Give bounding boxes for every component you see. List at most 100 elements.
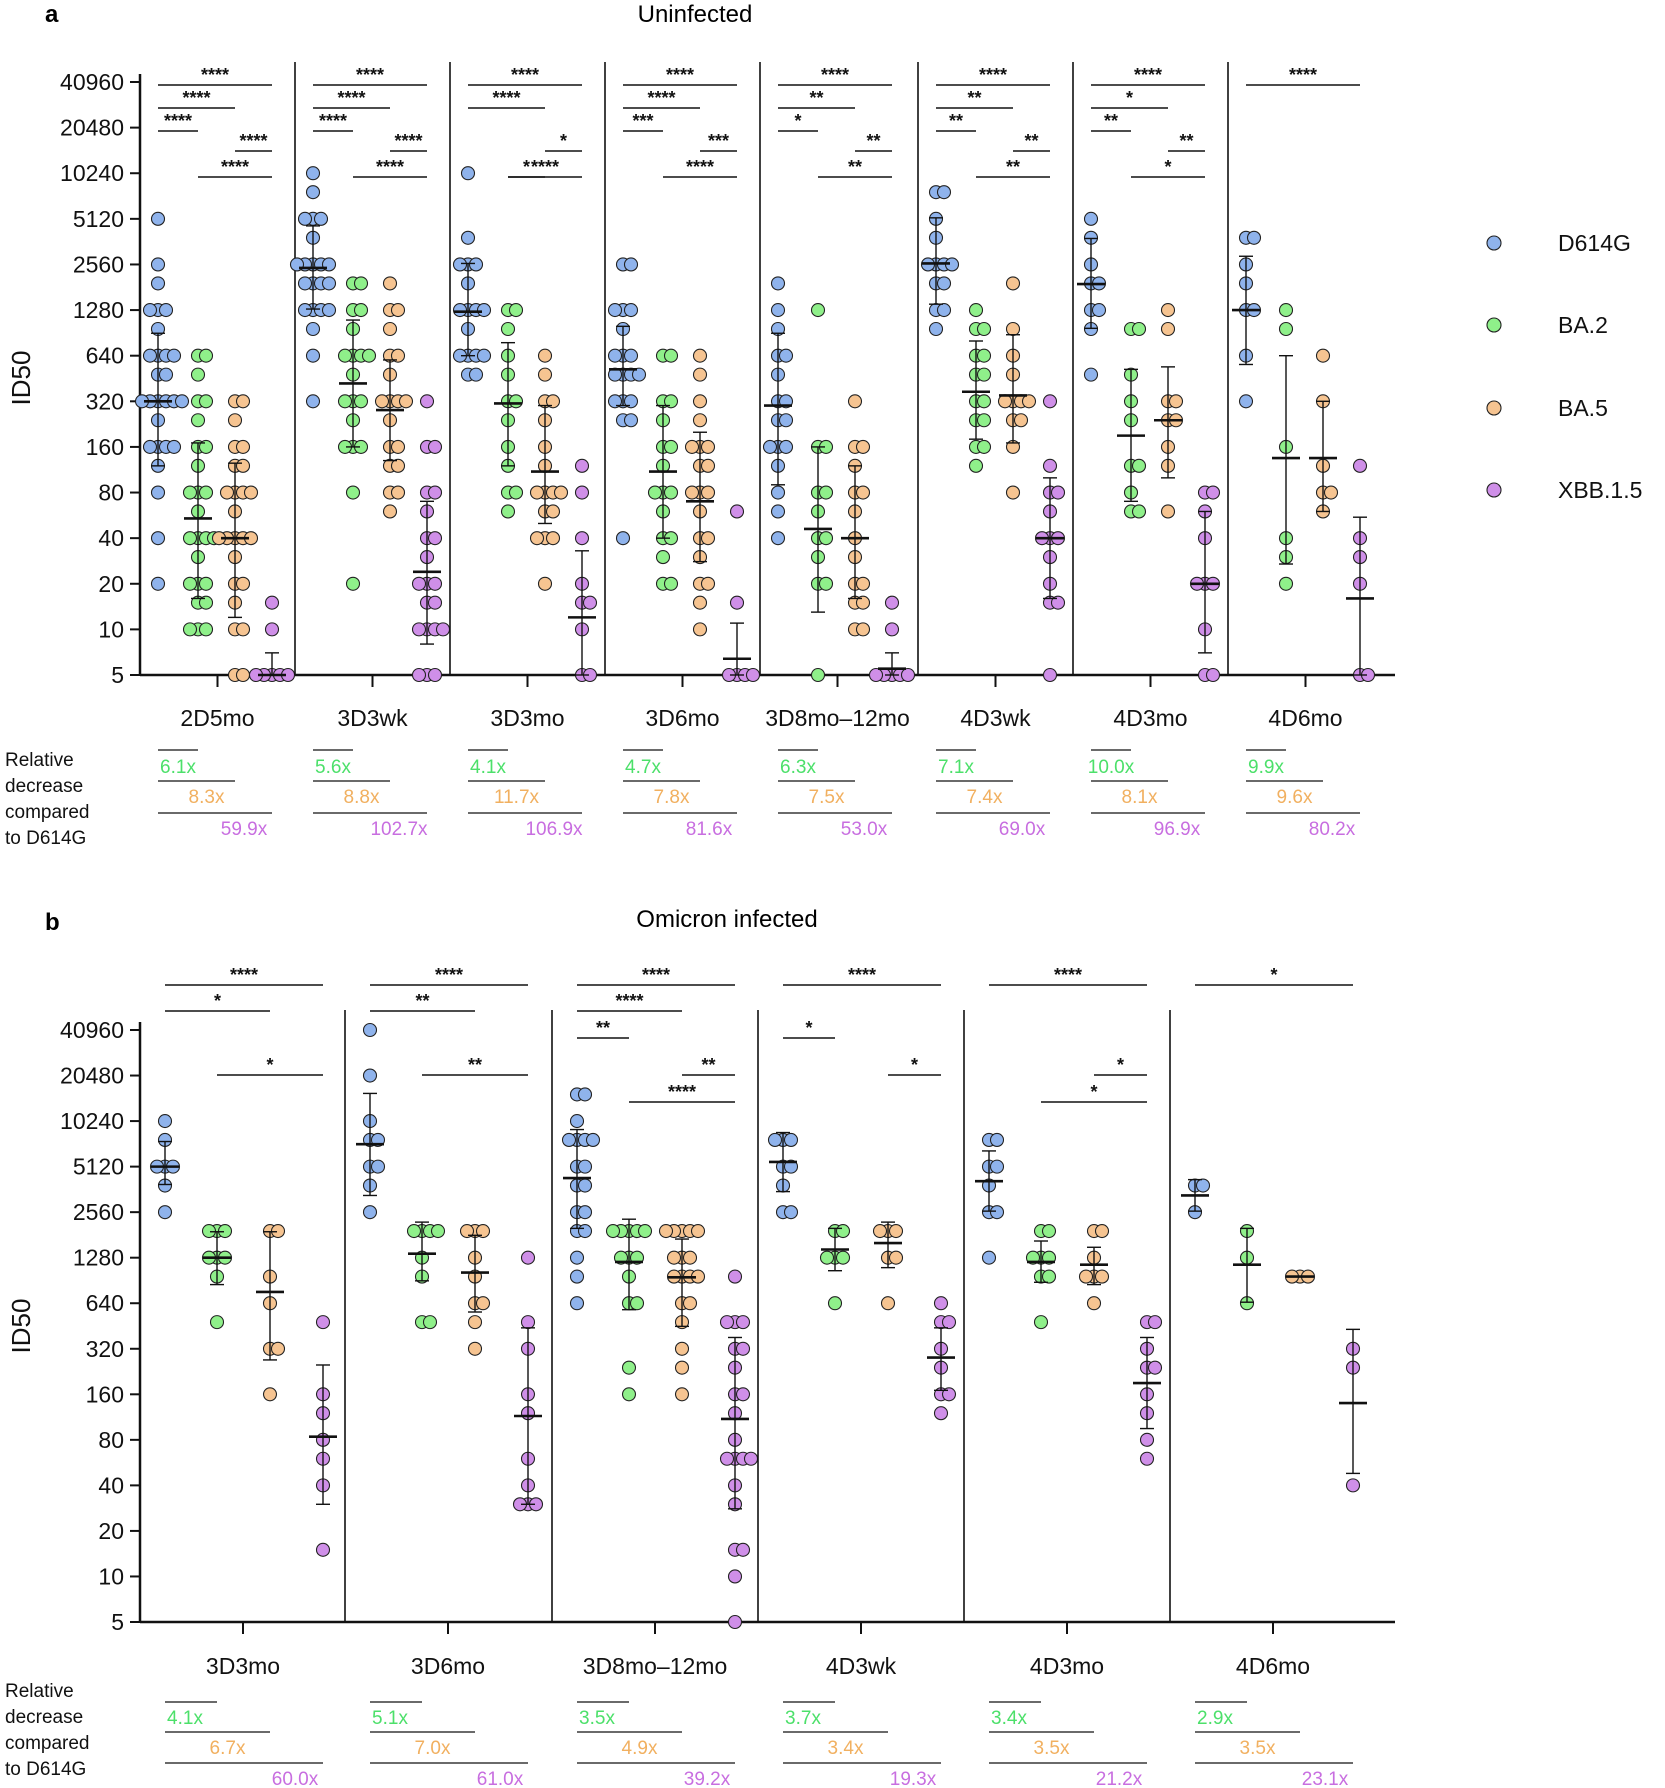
a-fold-change-label: 4.1x (470, 757, 506, 778)
a-point-BA.2 (198, 394, 214, 409)
a-point-BA.2 (1131, 504, 1147, 519)
a-point-BA.5 (1160, 504, 1176, 519)
panel-b-title: Omicron infected (636, 906, 817, 933)
a-y-tick-label: 1280 (73, 297, 124, 323)
a-fold-change-label: 81.6x (686, 819, 733, 840)
a-point-D614G (607, 348, 623, 363)
a-point-XBB.1.5 (745, 667, 761, 683)
a-point-D614G (607, 394, 623, 409)
a-point-D614G (150, 485, 166, 500)
a-relative-decrease-label: compared (5, 802, 90, 823)
b-group-label: 4D3mo (1030, 1653, 1104, 1679)
b-fold-change-label: 4.1x (167, 1708, 203, 1729)
a-point-BA.2 (1278, 576, 1294, 591)
a-y-axis-label: ID50 (6, 351, 36, 406)
b-point-XBB.1.5 (727, 1269, 743, 1284)
a-point-BA.2 (663, 348, 679, 363)
a-point-D614G (305, 394, 321, 409)
a-point-D614G (297, 276, 313, 291)
b-y-tick-label: 40960 (60, 1017, 124, 1043)
a-point-XBB.1.5 (411, 576, 427, 591)
a-point-BA.2 (1131, 458, 1147, 473)
b-point-BA.5 (1094, 1269, 1110, 1284)
b-fold-change-label: 3.5x (579, 1708, 615, 1729)
b-point-D614G (157, 1205, 173, 1220)
b-significance-label: **** (230, 965, 258, 985)
b-point-BA.2 (430, 1224, 446, 1239)
a-point-BA.5 (235, 439, 251, 454)
b-point-BA.2 (406, 1224, 422, 1239)
a-point-BA.5 (219, 485, 235, 500)
a-point-BA.5 (692, 394, 708, 409)
b-point-XBB.1.5 (941, 1315, 957, 1330)
b-fold-change-label: 61.0x (477, 1769, 524, 1788)
a-point-BA.2 (810, 303, 826, 318)
a-significance-label: **** (1289, 65, 1317, 85)
b-significance-label: ** (415, 991, 429, 1011)
b-significance-label: * (1270, 965, 1277, 985)
a-point-BA.2 (190, 367, 206, 382)
a-point-D614G (476, 303, 492, 318)
b-point-BA.2 (605, 1224, 621, 1239)
a-point-BA.5 (692, 367, 708, 382)
a-y-tick-label: 40 (98, 525, 124, 551)
b-point-D614G (577, 1178, 593, 1193)
a-point-XBB.1.5 (1042, 667, 1058, 683)
b-point-XBB.1.5 (941, 1387, 957, 1402)
a-significance-label: *** (708, 131, 729, 151)
a-point-XBB.1.5 (1042, 458, 1058, 473)
a-point-D614G (1083, 367, 1099, 382)
a-point-BA.2 (198, 595, 214, 610)
a-point-BA.5 (235, 458, 251, 473)
a-point-XBB.1.5 (1205, 667, 1221, 683)
a-point-BA.2 (198, 622, 214, 637)
a-point-D614G (1091, 303, 1107, 318)
a-point-BA.2 (353, 303, 369, 318)
a-point-BA.2 (663, 439, 679, 454)
a-significance-label: ** (1179, 131, 1193, 151)
b-point-BA.5 (674, 1387, 690, 1402)
b-fold-change-label: 6.7x (210, 1738, 246, 1759)
b-y-tick-label: 20480 (60, 1063, 124, 1089)
a-fold-change-label: 8.1x (1122, 787, 1158, 808)
b-point-XBB.1.5 (1345, 1478, 1361, 1493)
b-point-XBB.1.5 (735, 1542, 751, 1557)
a-y-tick-label: 10 (98, 616, 124, 642)
b-point-D614G (585, 1132, 601, 1148)
a-fold-change-label: 4.7x (625, 757, 661, 778)
a-fold-change-label: 6.3x (780, 757, 816, 778)
b-point-BA.5 (674, 1341, 690, 1356)
b-significance-label: ** (468, 1055, 482, 1075)
b-point-BA.5 (880, 1296, 896, 1311)
b-significance-label: * (1090, 1082, 1097, 1102)
a-significance-label: * (560, 131, 567, 151)
legend-label: BA.2 (1558, 312, 1608, 338)
b-point-XBB.1.5 (735, 1341, 751, 1356)
b-y-tick-label: 5 (111, 1609, 124, 1635)
a-point-BA.5 (537, 348, 553, 363)
b-point-BA.5 (270, 1341, 286, 1356)
a-point-XBB.1.5 (574, 458, 590, 473)
a-point-BA.2 (182, 622, 198, 637)
a-point-D614G (631, 367, 647, 382)
legend-marker (1486, 482, 1502, 498)
a-significance-label: **** (164, 111, 192, 131)
a-point-BA.2 (976, 367, 992, 382)
a-fold-change-label: 6.1x (160, 757, 196, 778)
b-point-XBB.1.5 (727, 1569, 743, 1584)
b-point-BA.5 (1086, 1296, 1102, 1311)
b-point-XBB.1.5 (315, 1542, 331, 1557)
b-relative-decrease-label: to D614G (5, 1759, 86, 1780)
a-point-D614G (321, 276, 337, 291)
a-point-BA.5 (382, 321, 398, 337)
a-relative-decrease-label: to D614G (5, 828, 86, 849)
b-point-D614G (569, 1296, 585, 1311)
b-point-D614G (981, 1250, 997, 1265)
a-point-BA.2 (345, 485, 361, 500)
a-point-BA.5 (382, 504, 398, 519)
a-point-BA.2 (500, 321, 516, 337)
a-point-XBB.1.5 (411, 667, 427, 683)
a-significance-label: **** (182, 88, 210, 108)
a-fold-change-label: 106.9x (525, 819, 583, 840)
b-point-BA.5 (690, 1224, 706, 1239)
